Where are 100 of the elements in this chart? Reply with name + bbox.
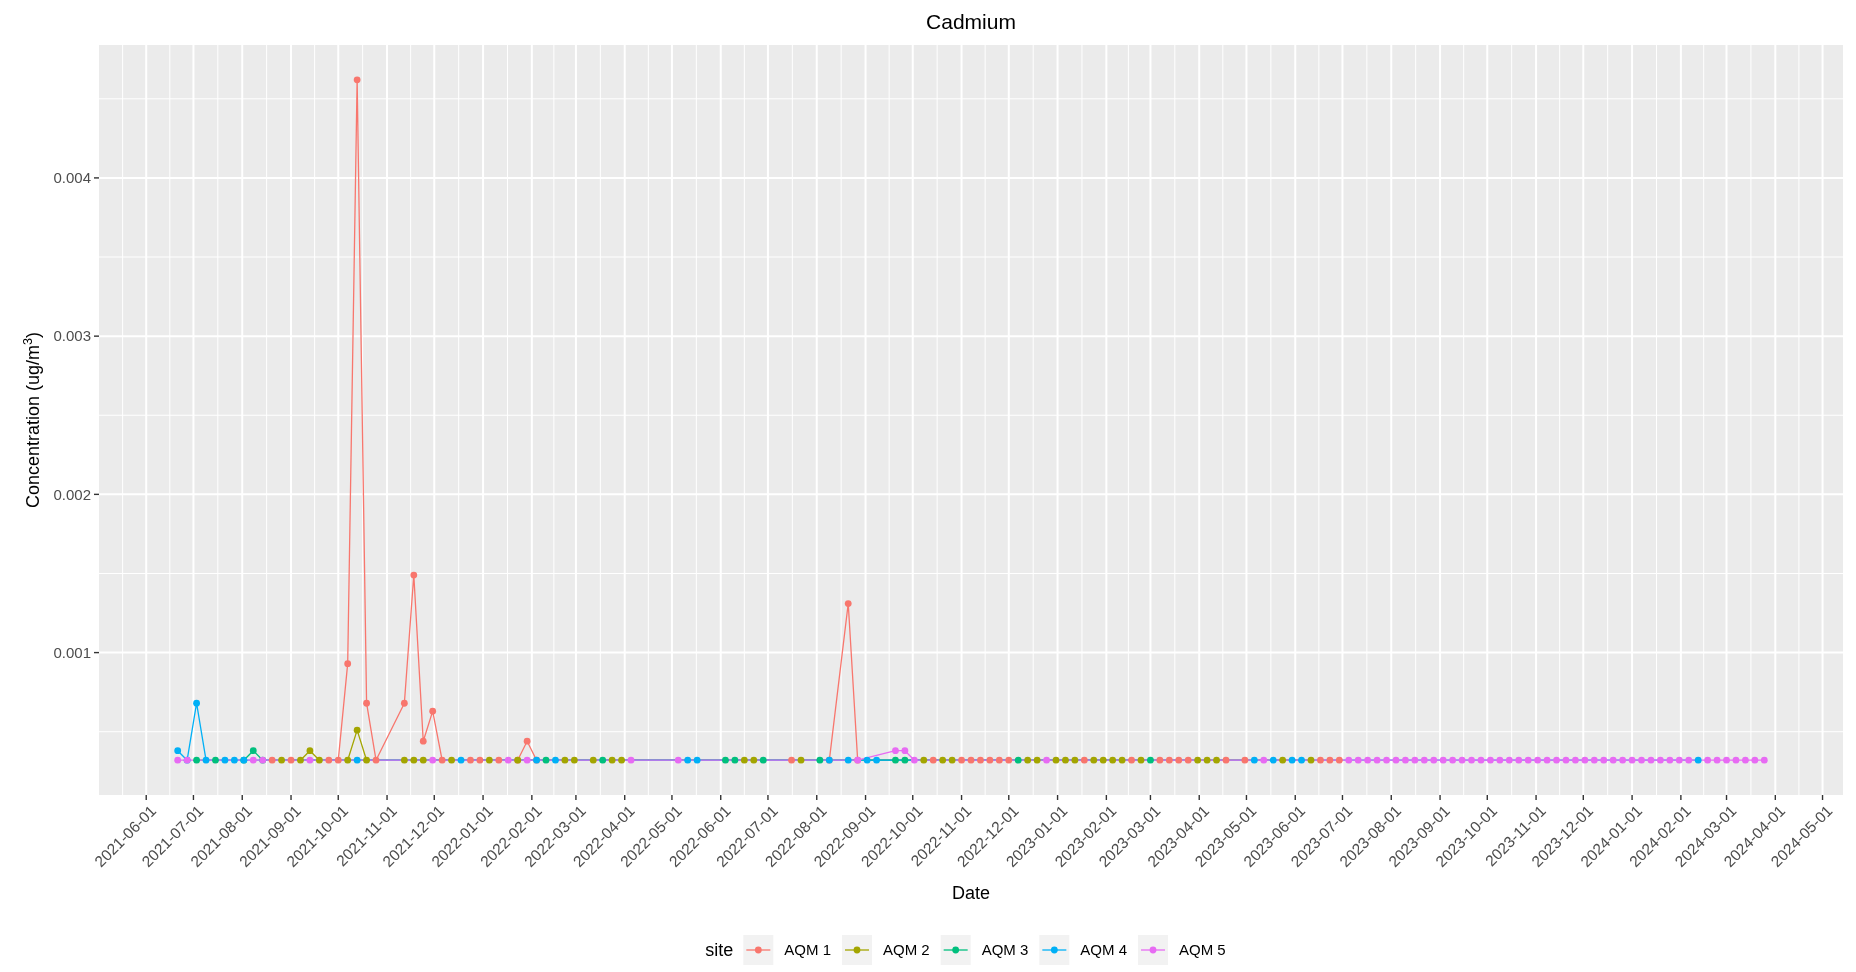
- point: [1354, 756, 1362, 764]
- point: [1383, 756, 1390, 764]
- point: [410, 756, 418, 764]
- point: [1373, 756, 1381, 764]
- legend-label: AQM 2: [882, 941, 930, 959]
- point: [844, 756, 852, 764]
- point: [1581, 756, 1589, 764]
- point: [202, 756, 210, 764]
- point: [722, 756, 729, 764]
- point: [892, 756, 899, 764]
- point: [986, 756, 994, 764]
- point: [1402, 756, 1409, 764]
- point: [438, 756, 446, 764]
- point: [1751, 756, 1759, 764]
- point: [353, 726, 361, 734]
- point: [1675, 756, 1683, 764]
- point: [523, 756, 531, 764]
- point: [1024, 756, 1032, 764]
- point: [1288, 756, 1296, 764]
- point: [1515, 756, 1523, 764]
- x-axis-title: Date: [951, 883, 991, 903]
- point: [485, 756, 493, 764]
- point: [410, 571, 418, 579]
- point: [1487, 756, 1494, 764]
- point: [627, 756, 635, 764]
- point: [1430, 756, 1438, 764]
- point: [1307, 756, 1315, 764]
- point: [929, 756, 937, 764]
- point: [816, 756, 824, 764]
- point: [1420, 756, 1428, 764]
- legend-label: AQM 3: [981, 941, 1029, 959]
- point: [1326, 756, 1334, 764]
- point: [873, 756, 880, 764]
- point: [1317, 756, 1324, 764]
- point: [457, 756, 465, 764]
- point: [570, 756, 578, 764]
- point: [759, 756, 767, 764]
- point: [910, 756, 918, 764]
- point: [1062, 756, 1069, 764]
- legend-label: AQM 1: [784, 941, 831, 959]
- point: [467, 756, 474, 764]
- point: [278, 756, 285, 764]
- point: [1619, 756, 1627, 764]
- point: [1666, 756, 1674, 764]
- point: [1562, 756, 1570, 764]
- point: [1704, 756, 1712, 764]
- point: [174, 756, 182, 764]
- point: [1439, 756, 1447, 764]
- point: [1760, 756, 1768, 764]
- point: [1364, 756, 1372, 764]
- y-tick-label: 0.003: [53, 327, 91, 345]
- point: [1109, 756, 1117, 764]
- point: [684, 756, 692, 764]
- point: [1713, 756, 1721, 764]
- point: [901, 747, 909, 755]
- point: [731, 756, 739, 764]
- point: [1742, 756, 1749, 764]
- y-tick-label: 0.004: [53, 169, 91, 187]
- point: [1392, 756, 1400, 764]
- point: [212, 756, 219, 764]
- point: [1118, 756, 1126, 764]
- point: [344, 660, 352, 668]
- point: [1147, 756, 1154, 764]
- point: [504, 756, 512, 764]
- point: [1241, 756, 1249, 764]
- point: [1298, 756, 1305, 764]
- point: [1279, 756, 1287, 764]
- point: [1156, 756, 1164, 764]
- point: [977, 756, 984, 764]
- point: [1184, 756, 1192, 764]
- point: [1468, 756, 1475, 764]
- point: [618, 756, 625, 764]
- point: [1260, 756, 1268, 764]
- legend-label: AQM 5: [1179, 941, 1226, 959]
- point: [1014, 756, 1022, 764]
- point: [674, 756, 682, 764]
- point: [268, 756, 276, 764]
- point: [174, 747, 182, 755]
- point: [400, 699, 408, 707]
- point: [920, 756, 928, 764]
- point: [193, 756, 200, 764]
- point: [1213, 756, 1220, 764]
- point: [948, 756, 956, 764]
- point: [1694, 756, 1702, 764]
- point: [334, 756, 342, 764]
- point: [797, 756, 805, 764]
- point: [353, 76, 361, 84]
- point: [448, 756, 455, 764]
- point: [297, 756, 304, 764]
- point: [523, 737, 531, 745]
- point: [1137, 756, 1145, 764]
- point: [287, 756, 295, 764]
- point: [419, 756, 427, 764]
- legend-title: site: [705, 940, 734, 961]
- point: [1628, 756, 1636, 764]
- point: [249, 747, 257, 755]
- point: [1222, 756, 1230, 764]
- y-tick-label: 0.002: [53, 485, 91, 503]
- point: [1194, 756, 1202, 764]
- point: [1600, 756, 1608, 764]
